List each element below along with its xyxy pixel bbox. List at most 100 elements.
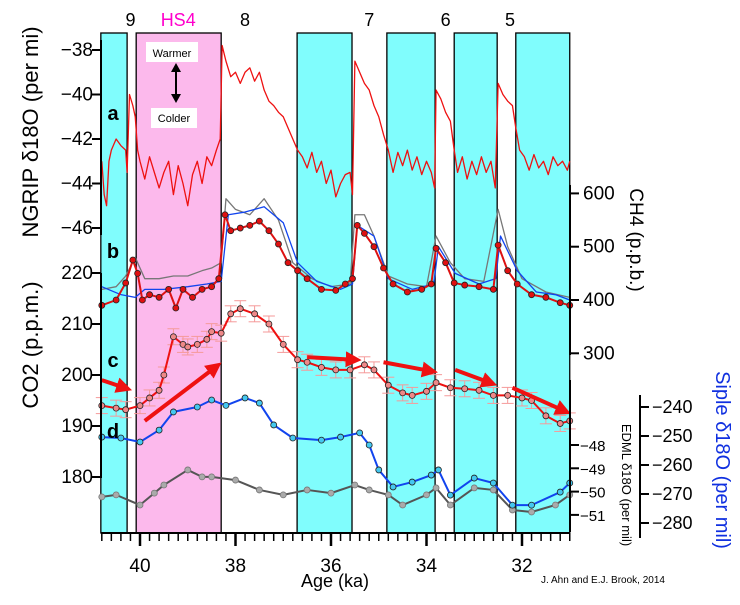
co2-tick-label: 210 <box>61 314 93 335</box>
data-point <box>208 283 216 291</box>
series-edml <box>98 394 574 509</box>
data-point <box>408 478 416 486</box>
data-point <box>356 429 364 437</box>
data-point <box>384 381 392 389</box>
data-point <box>318 363 325 371</box>
co2-tick-label: 190 <box>61 416 93 437</box>
x-tick-label: 34 <box>416 556 438 577</box>
x-tick-label: 38 <box>225 556 246 577</box>
trend-arrow <box>307 351 362 368</box>
data-point <box>470 474 478 482</box>
data-point <box>165 285 173 293</box>
data-point <box>346 366 354 374</box>
siple-tick-label: −250 <box>652 426 693 446</box>
data-point <box>461 281 469 289</box>
data-point <box>450 279 458 287</box>
data-point <box>179 285 187 293</box>
data-point <box>423 491 430 499</box>
ch4-axis-title: CH4 (p.p.b.) <box>625 188 646 291</box>
data-point <box>435 466 442 474</box>
data-point <box>255 217 263 225</box>
data-point <box>399 389 407 397</box>
data-point <box>475 283 483 291</box>
edml-tick-label: −48 <box>580 438 605 455</box>
data-point <box>208 473 216 481</box>
data-point <box>98 493 106 501</box>
panel-letter: a <box>107 103 119 125</box>
x-tick-label: 40 <box>129 556 150 577</box>
ngrip-axis-title: NGRIP δ18O (per mi) <box>18 26 43 237</box>
data-point <box>489 486 497 494</box>
data-point <box>528 501 535 509</box>
data-point <box>318 285 325 293</box>
siple-tick-label: −260 <box>652 455 693 475</box>
data-point <box>279 340 287 348</box>
trend-arrow <box>101 377 133 393</box>
data-point <box>389 483 397 491</box>
data-point <box>427 280 435 288</box>
data-point <box>489 479 497 487</box>
data-point <box>184 466 192 474</box>
data-point <box>361 229 368 237</box>
data-point <box>136 438 144 446</box>
data-point <box>528 508 535 516</box>
panel-letter: d <box>107 421 119 443</box>
data-point <box>193 340 201 348</box>
data-point <box>542 293 550 301</box>
data-point <box>294 356 301 364</box>
data-point <box>222 401 230 409</box>
data-point <box>489 285 497 293</box>
data-point <box>112 491 120 499</box>
x-tick-label: 36 <box>320 556 341 577</box>
data-point <box>403 288 411 296</box>
data-point <box>365 441 373 449</box>
data-point <box>513 280 521 288</box>
co2-tick-label: 220 <box>61 263 93 284</box>
data-point <box>112 404 120 412</box>
edml-tick-label: −49 <box>580 461 605 478</box>
data-point <box>408 391 416 399</box>
siple-tick-label: −270 <box>652 484 693 504</box>
data-point <box>418 285 426 293</box>
data-point <box>289 434 297 442</box>
trend-arrow <box>511 385 572 415</box>
data-point <box>129 256 137 264</box>
data-point <box>246 221 254 229</box>
event-label: 5 <box>505 10 515 30</box>
event-label: 9 <box>125 10 135 30</box>
data-point <box>556 299 564 307</box>
x-tick-label: 32 <box>511 556 532 577</box>
data-point <box>227 227 235 235</box>
data-point <box>341 280 349 288</box>
data-point <box>370 366 378 374</box>
data-point <box>203 335 211 343</box>
data-point <box>134 269 142 277</box>
ch4-tick-label: 400 <box>583 290 615 311</box>
data-point <box>556 420 564 427</box>
data-point <box>399 501 407 509</box>
trend-arrow <box>454 368 498 388</box>
data-point <box>461 385 469 393</box>
data-point <box>208 396 216 404</box>
data-point <box>489 391 497 399</box>
data-point <box>136 402 144 410</box>
co2-axis-title: CO2 (p.p.m.) <box>18 281 43 408</box>
data-point <box>349 275 356 283</box>
data-point <box>337 433 344 441</box>
edml-tick-label: −51 <box>580 508 605 525</box>
data-point <box>155 426 163 434</box>
co2-tick-label: 200 <box>61 365 93 386</box>
data-point <box>138 296 146 304</box>
data-point <box>475 386 483 394</box>
data-point <box>170 333 177 341</box>
data-point <box>117 434 125 442</box>
data-point <box>227 310 235 318</box>
data-point <box>470 484 478 492</box>
co2-tick-label: 180 <box>61 467 93 488</box>
ngrip-tick-label: −40 <box>61 85 93 106</box>
event-label: HS4 <box>161 10 196 30</box>
panel-letter: b <box>107 241 119 263</box>
event-label: 6 <box>441 10 451 30</box>
data-point <box>351 481 359 489</box>
data-point <box>303 275 311 283</box>
